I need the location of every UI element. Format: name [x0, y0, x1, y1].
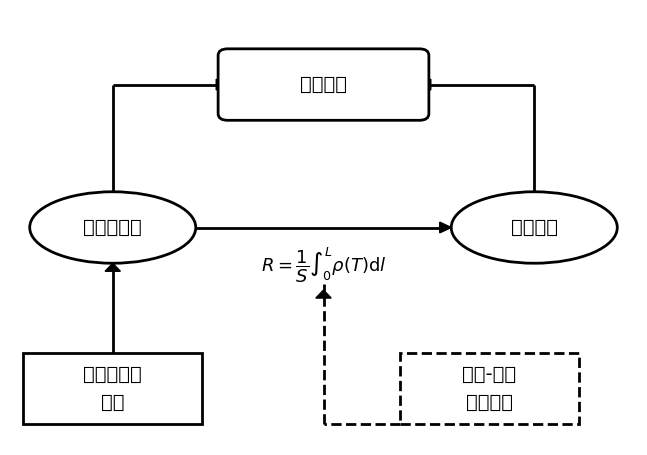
Text: 电阵-温度
测量试验: 电阵-温度 测量试验 — [463, 365, 516, 412]
Ellipse shape — [451, 192, 617, 263]
FancyBboxPatch shape — [218, 49, 429, 120]
Polygon shape — [419, 79, 431, 90]
FancyBboxPatch shape — [400, 353, 579, 424]
FancyBboxPatch shape — [23, 353, 202, 424]
Polygon shape — [316, 290, 331, 298]
Text: 高温部件: 高温部件 — [300, 75, 347, 94]
Text: $R = \dfrac{1}{S}\int_0^L \rho(T)\mathrm{d}l$: $R = \dfrac{1}{S}\int_0^L \rho(T)\mathrm… — [261, 246, 386, 285]
Text: 电阵率分布: 电阵率分布 — [83, 218, 142, 237]
Polygon shape — [216, 79, 228, 90]
Ellipse shape — [30, 192, 196, 263]
Polygon shape — [440, 222, 451, 233]
Text: 温度分布: 温度分布 — [510, 218, 558, 237]
Polygon shape — [105, 263, 120, 271]
Text: 电阵抗成像
技术: 电阵抗成像 技术 — [83, 365, 142, 412]
